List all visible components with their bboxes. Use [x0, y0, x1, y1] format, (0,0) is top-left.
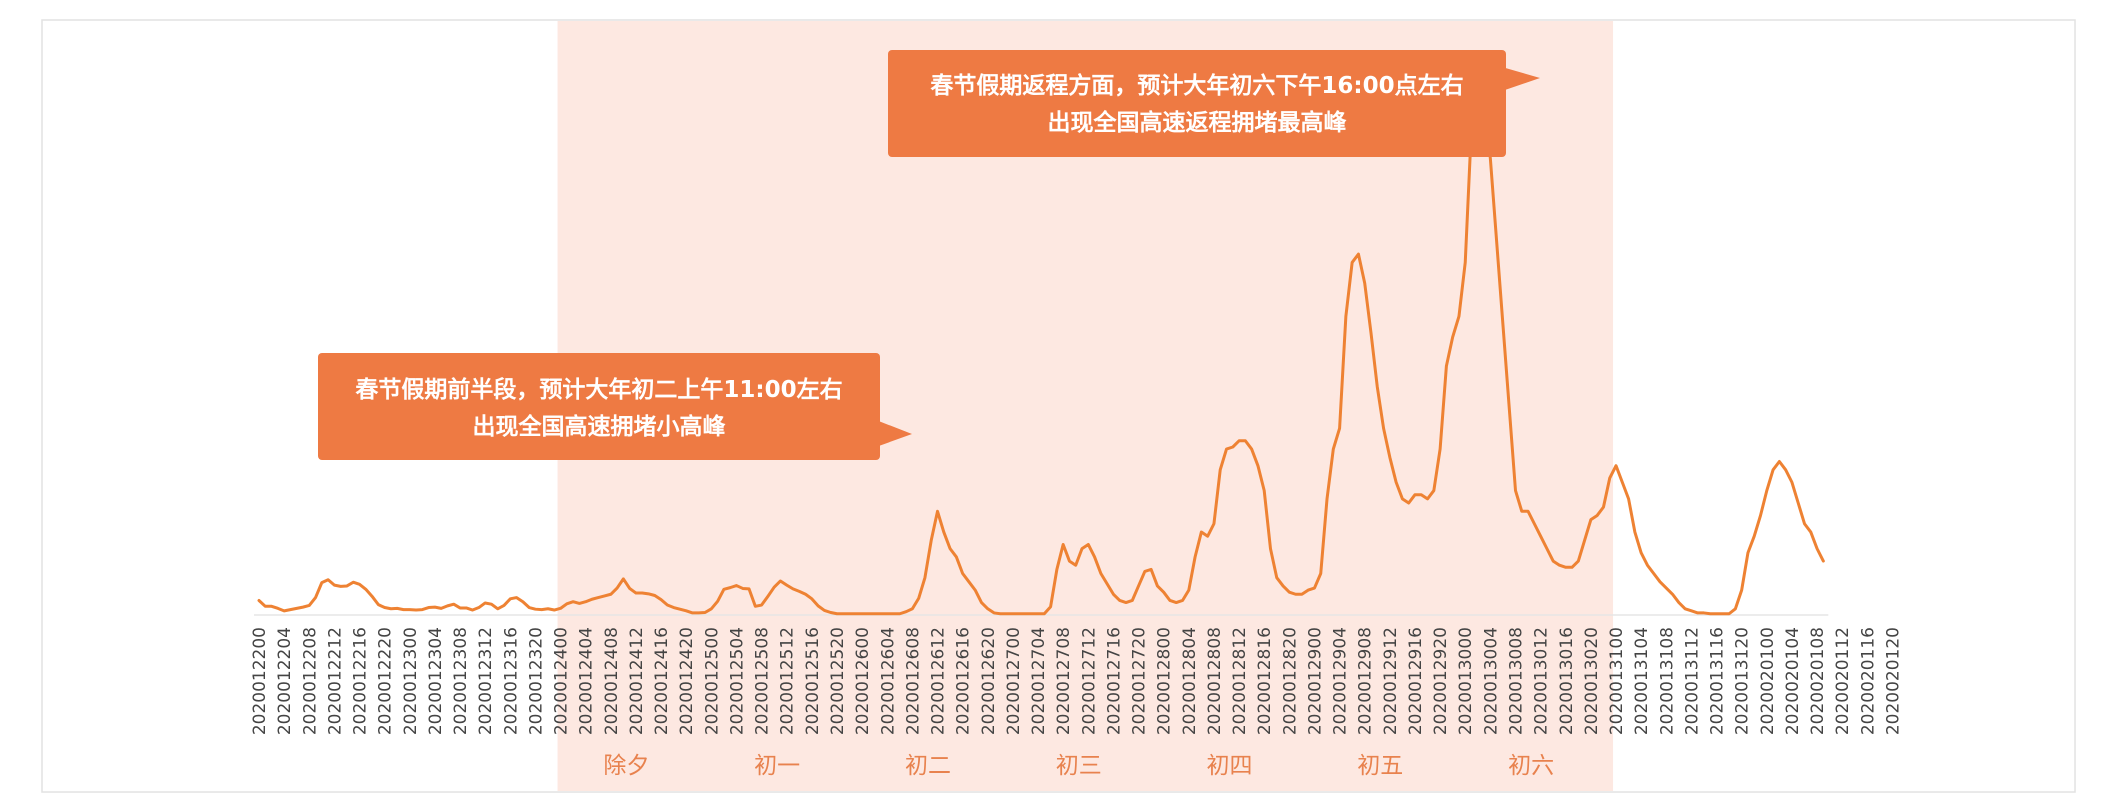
x-tick-label: 2020013108 [1657, 627, 1677, 735]
x-tick-label: 2020012812 [1230, 627, 1250, 735]
annotation-1-line-2: 出现全国高速拥堵小高峰 [473, 413, 727, 440]
x-tick-label: 2020012704 [1029, 627, 1049, 735]
x-tick-label: 2020013008 [1507, 627, 1527, 735]
x-tick-label: 2020012412 [627, 627, 647, 735]
x-tick-label: 2020020100 [1758, 627, 1778, 735]
x-tick-label: 2020012516 [803, 627, 823, 735]
x-tick-label: 2020012316 [501, 627, 521, 735]
x-tick-label: 2020012808 [1205, 627, 1225, 735]
x-tick-label: 2020012820 [1280, 627, 1300, 735]
series-line [257, 94, 1825, 616]
x-tick-label: 2020012420 [677, 627, 697, 735]
annotation-1-box [318, 353, 880, 460]
annotation-2-line-1: 春节假期返程方面，预计大年初六下午16:00点左右 [929, 72, 1463, 99]
x-tick-label: 2020012904 [1331, 627, 1351, 735]
annotation-2-pointer [1502, 67, 1540, 91]
x-tick-label: 2020013000 [1456, 627, 1476, 735]
x-tick-label: 2020020108 [1808, 627, 1828, 735]
day-label: 初二 [905, 753, 951, 779]
day-label: 初五 [1357, 753, 1403, 779]
x-tick-label: 2020012800 [1155, 627, 1175, 735]
x-tick-label: 2020012608 [903, 627, 923, 735]
x-tick-label: 2020012408 [602, 627, 622, 735]
x-tick-label: 2020012220 [376, 627, 396, 735]
x-tick-label: 2020013104 [1632, 627, 1652, 735]
x-tick-label: 2020012416 [652, 627, 672, 735]
x-tick-label: 2020012908 [1356, 627, 1376, 735]
x-tick-label: 2020012200 [250, 627, 270, 735]
x-tick-label: 2020012404 [577, 627, 597, 735]
day-label: 初一 [754, 753, 800, 779]
day-label: 初四 [1207, 753, 1253, 779]
annotation-2: 春节假期返程方面，预计大年初六下午16:00点左右 出现全国高速返程拥堵最高峰 [888, 50, 1540, 157]
x-tick-label: 2020012216 [351, 627, 371, 735]
x-tick-label: 2020012500 [702, 627, 722, 735]
x-tick-label: 2020013100 [1607, 627, 1627, 735]
day-label: 初六 [1508, 753, 1554, 779]
x-tick-label: 2020012308 [451, 627, 471, 735]
x-tick-label: 2020012400 [552, 627, 572, 735]
x-tick-label: 2020012708 [1054, 627, 1074, 735]
x-tick-label: 2020013020 [1582, 627, 1602, 735]
annotation-1-line-1: 春节假期前半段，预计大年初二上午11:00左右 [354, 376, 842, 403]
x-tick-label: 2020012600 [853, 627, 873, 735]
x-tick-label: 2020012304 [426, 627, 446, 735]
x-tick-label: 2020012212 [325, 627, 345, 735]
x-tick-label: 2020012604 [878, 627, 898, 735]
x-tick-label: 2020020104 [1783, 627, 1803, 735]
day-labels: 除夕 初一 初二 初三 初四 初五 初六 [603, 753, 1554, 779]
x-tick-label: 2020012720 [1130, 627, 1150, 735]
annotation-1: 春节假期前半段，预计大年初二上午11:00左右 出现全国高速拥堵小高峰 [318, 353, 912, 460]
x-tick-label: 2020012900 [1305, 627, 1325, 735]
day-label: 除夕 [603, 753, 649, 779]
x-tick-label: 2020012816 [1255, 627, 1275, 735]
day-label: 初三 [1056, 753, 1102, 779]
x-tick-label: 2020012920 [1431, 627, 1451, 735]
x-tick-label: 2020012300 [401, 627, 421, 735]
x-tick-label: 2020012504 [727, 627, 747, 735]
x-tick-label: 2020012320 [526, 627, 546, 735]
x-tick-label: 2020020112 [1833, 627, 1853, 735]
x-tick-label: 2020013112 [1682, 627, 1702, 735]
x-tick-label: 2020012612 [929, 627, 949, 735]
annotation-1-pointer [876, 420, 912, 447]
x-tick-label: 2020012616 [954, 627, 974, 735]
x-tick-label: 2020012208 [300, 627, 320, 735]
annotation-2-box [888, 50, 1506, 157]
x-tick-label: 2020012712 [1079, 627, 1099, 735]
x-tick-labels: 2020012200 2020012204 2020012208 2020012212… [250, 627, 1903, 735]
x-tick-label: 2020012804 [1180, 627, 1200, 735]
x-tick-label: 2020012508 [753, 627, 773, 735]
x-tick-label: 2020012916 [1406, 627, 1426, 735]
x-tick-label: 2020013116 [1708, 627, 1728, 735]
x-tick-label: 2020013004 [1481, 627, 1501, 735]
x-tick-label: 2020012204 [275, 627, 295, 735]
x-tick-label: 2020020120 [1883, 627, 1903, 735]
x-tick-label: 2020012700 [1004, 627, 1024, 735]
annotation-2-line-2: 出现全国高速返程拥堵最高峰 [1048, 109, 1348, 136]
x-tick-label: 2020020116 [1858, 627, 1878, 735]
x-tick-label: 2020013016 [1557, 627, 1577, 735]
x-tick-label: 2020012716 [1104, 627, 1124, 735]
x-tick-label: 2020012512 [778, 627, 798, 735]
x-tick-label: 2020012520 [828, 627, 848, 735]
x-tick-label: 2020012620 [979, 627, 999, 735]
x-tick-label: 2020012312 [476, 627, 496, 735]
x-tick-label: 2020012912 [1381, 627, 1401, 735]
x-tick-label: 2020013120 [1733, 627, 1753, 735]
x-tick-label: 2020013012 [1532, 627, 1552, 735]
